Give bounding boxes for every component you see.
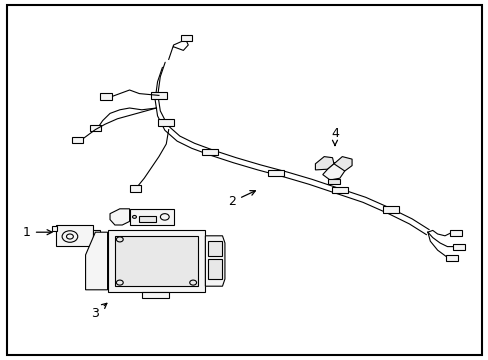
Bar (129, 185, 141, 192)
Bar (207, 259, 221, 279)
Bar (158, 119, 174, 126)
Bar (445, 255, 457, 261)
Circle shape (132, 215, 136, 218)
Bar (142, 292, 168, 298)
Text: 1: 1 (23, 226, 52, 239)
Bar (129, 209, 173, 225)
Circle shape (160, 213, 169, 220)
Polygon shape (315, 157, 333, 170)
Bar (383, 206, 398, 213)
Bar (52, 226, 57, 231)
Circle shape (116, 237, 123, 242)
Polygon shape (333, 157, 351, 171)
Bar (452, 244, 464, 250)
Bar (93, 230, 100, 241)
Polygon shape (85, 232, 107, 290)
Bar (90, 125, 101, 131)
Circle shape (62, 231, 78, 242)
Circle shape (66, 234, 73, 239)
Bar (268, 170, 284, 176)
Bar (181, 35, 191, 41)
Polygon shape (205, 236, 224, 286)
Text: 3: 3 (91, 303, 107, 320)
Bar (100, 93, 112, 100)
Bar (56, 225, 93, 246)
Bar (202, 149, 218, 155)
Text: 2: 2 (228, 191, 255, 208)
Bar (72, 137, 83, 143)
Polygon shape (110, 209, 129, 225)
Bar (139, 216, 155, 222)
Bar (327, 179, 339, 184)
Circle shape (189, 280, 196, 285)
Text: 4: 4 (330, 127, 338, 145)
Bar (449, 230, 461, 236)
Bar (115, 236, 198, 286)
Bar (107, 230, 205, 292)
Bar (331, 187, 347, 193)
Circle shape (116, 280, 123, 285)
Polygon shape (322, 164, 344, 180)
Bar (151, 92, 166, 99)
Bar (207, 241, 221, 256)
